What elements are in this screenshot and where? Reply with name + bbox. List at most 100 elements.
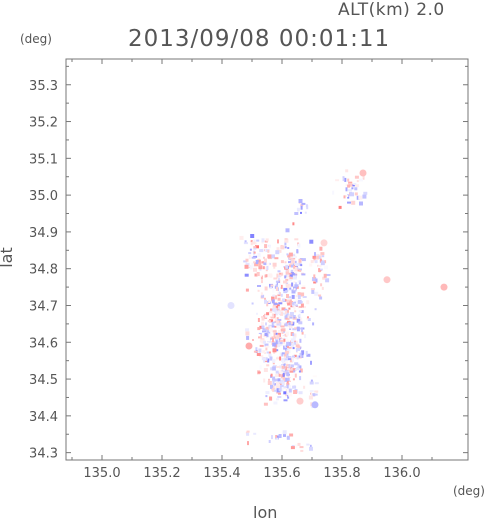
echo-cell: [320, 283, 323, 287]
x-axis-unit: (deg): [453, 484, 485, 498]
echo-cell: [259, 355, 264, 358]
y-axis-unit: (deg): [20, 32, 52, 46]
echo-cell: [270, 336, 274, 339]
echo-cell: [293, 286, 297, 290]
echo-cell: [255, 347, 258, 351]
echo-cell: [269, 326, 272, 330]
echo-cell: [261, 261, 265, 264]
echo-cell: [291, 294, 295, 299]
echo-cell: [286, 341, 290, 346]
echo-cell: [309, 390, 314, 393]
echo-cell: [264, 240, 268, 243]
echo-cell: [264, 333, 268, 336]
echo-cell: [265, 357, 268, 361]
echo-cell: [270, 384, 273, 389]
echo-cell: [279, 341, 283, 344]
echo-cell: [275, 332, 278, 335]
echo-cell: [313, 281, 317, 284]
echo-cell: [324, 260, 327, 264]
echo-cell: [301, 258, 306, 262]
echo-cell: [246, 430, 250, 433]
echo-cell: [274, 295, 278, 300]
echo-cell: [283, 355, 287, 360]
echo-cell: [263, 402, 268, 406]
echo-cell: [285, 273, 288, 278]
echo-cell: [294, 263, 299, 267]
echo-cell: [295, 368, 298, 371]
echo-cell: [310, 360, 312, 365]
echo-cell: [274, 317, 277, 321]
echo-cell: [275, 320, 279, 324]
echo-cell: [259, 344, 264, 347]
y-tick-label: 34.5: [29, 373, 58, 388]
echo-cell: [265, 347, 268, 351]
echo-cell: [264, 343, 269, 347]
echo-cell: [243, 260, 248, 263]
echo-cell: [277, 283, 281, 287]
echo-cell: [264, 258, 267, 263]
echo-cell: [298, 391, 303, 395]
echo-cell: [269, 286, 273, 289]
echo-cell: [262, 330, 266, 333]
echo-cell: [258, 258, 261, 260]
echo-cell: [314, 390, 319, 393]
x-axis-ticks: 135.0 135.2 135.4 135.6 135.8 136.0: [71, 59, 433, 481]
echo-cell: [293, 354, 297, 358]
echo-cell: [266, 326, 270, 330]
echo-cell: [255, 260, 259, 264]
echo-cell: [278, 302, 283, 305]
echo-cell: [282, 359, 284, 364]
echo-cell: [268, 378, 270, 381]
echo-cell: [291, 289, 296, 294]
echo-cell: [256, 312, 258, 315]
echo-cell: [276, 388, 281, 393]
echo-cell: [261, 238, 265, 243]
echo-cell: [278, 372, 281, 377]
echo-cell: [297, 292, 301, 296]
echo-cell: [265, 391, 270, 395]
echo-cell: [286, 269, 290, 274]
echo-cell: [344, 177, 347, 182]
echo-cell: [298, 355, 301, 358]
x-tick-label: 135.6: [263, 466, 300, 481]
echo-cell: [281, 335, 285, 339]
echo-cell: [294, 310, 297, 313]
echo-cell: [265, 274, 268, 278]
echo-cell: [269, 328, 274, 332]
echo-cell: [256, 239, 260, 242]
y-tick-label: 34.6: [29, 336, 58, 351]
echo-cell: [300, 310, 304, 314]
echo-cell: [292, 222, 295, 226]
echo-cell: [253, 267, 257, 272]
echo-cell: [274, 378, 278, 382]
echo-cell: [272, 365, 277, 368]
y-tick-label: 34.9: [29, 226, 58, 241]
echo-cell: [277, 378, 281, 382]
echo-cell: [363, 191, 368, 195]
echo-cell: [325, 278, 330, 283]
echo-cell: [294, 362, 299, 366]
echo-cell: [282, 310, 286, 314]
echo-cell: [277, 325, 281, 329]
echo-cell: [292, 347, 295, 350]
echo-cell: [281, 365, 285, 369]
echo-cell: [345, 169, 349, 173]
echo-cell: [291, 282, 294, 287]
echo-cell: [291, 342, 295, 347]
echo-cell: [298, 258, 302, 263]
echo-cell: [264, 299, 267, 304]
echo-cell: [312, 393, 316, 397]
echo-cell: [278, 434, 282, 438]
echo-cell: [283, 371, 288, 376]
echo-cell: [356, 195, 360, 200]
echo-cell: [288, 252, 293, 257]
y-tick-label: 35.1: [29, 152, 58, 167]
echo-cell: [275, 340, 278, 345]
altitude-label: ALT(km) 2.0: [338, 0, 445, 20]
echo-cell: [253, 239, 256, 243]
echo-cell: [249, 248, 252, 251]
echo-cell: [288, 392, 293, 397]
echo-cell: [308, 395, 313, 400]
echo-cell: [289, 301, 294, 305]
echo-cell: [313, 257, 317, 260]
